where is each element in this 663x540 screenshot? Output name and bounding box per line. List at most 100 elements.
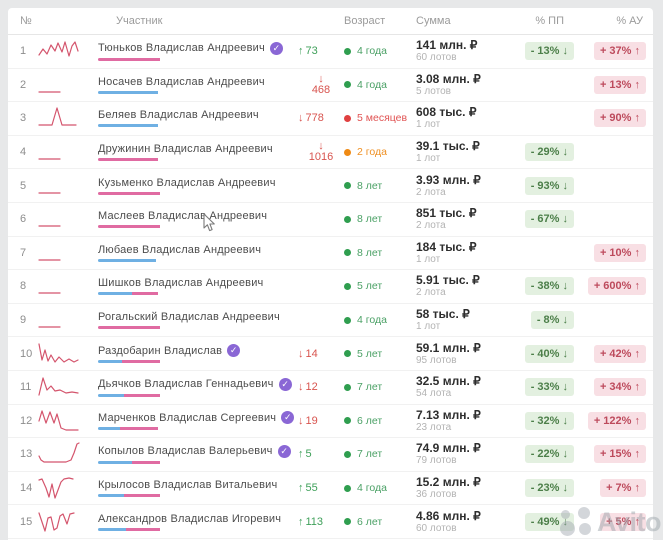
- table-row[interactable]: 9 Рогальский Владислав Андреевич 4 года …: [8, 304, 653, 338]
- au-cell: + 37% ↑: [574, 42, 653, 61]
- age-status-dot-icon: [344, 249, 351, 257]
- table-row[interactable]: 15 Александров Владислав Игоревич ↑ 113 …: [8, 505, 653, 539]
- table-row[interactable]: 8 Шишков Владислав Андреевич 5 лет 5.91 …: [8, 270, 653, 304]
- age-label: 6 лет: [357, 515, 383, 528]
- participant-cell: Раздобарин Владислав ✓: [98, 344, 298, 364]
- rank-change-value: 55: [305, 482, 318, 495]
- participant-cell: Беляев Владислав Андреевич: [98, 109, 298, 128]
- participant-name[interactable]: Маслеев Владислав Андреевич: [98, 210, 268, 223]
- rank-change-arrow-icon: ↓: [298, 414, 304, 427]
- participant-name[interactable]: Дружинин Владислав Андреевич: [98, 143, 273, 156]
- ratio-bar-pink-segment: [132, 460, 160, 464]
- sum-value: 7.13 млн. ₽: [416, 407, 481, 422]
- table-row[interactable]: 2 Носачев Владислав Андреевич ↓ 468 4 го…: [8, 69, 653, 103]
- table-row[interactable]: 13 Копылов Владислав Валерьевич ✓ ↑ 5 7 …: [8, 438, 653, 472]
- sum-value: 4.86 млн. ₽: [416, 508, 481, 523]
- participant-name[interactable]: Крылосов Владислав Витальевич: [98, 479, 278, 492]
- gender-ratio-bar: [98, 225, 298, 229]
- rank-change-arrow-icon: ↓: [318, 72, 324, 85]
- participant-name[interactable]: Любаев Владислав Андреевич: [98, 243, 262, 256]
- table-row[interactable]: 10 Раздобарин Владислав ✓ ↓ 14 5 лет 59: [8, 337, 653, 371]
- participant-name[interactable]: Раздобарин Владислав: [98, 344, 223, 357]
- sum-value: 141 млн. ₽: [416, 38, 478, 53]
- gender-ratio-bar: [98, 460, 298, 464]
- pp-cell: - 8% ↓: [512, 311, 574, 330]
- verified-badge-icon: ✓: [281, 411, 295, 425]
- account-age: 6 лет: [344, 415, 416, 427]
- lots-count: 60 лотов: [416, 52, 457, 64]
- participant-name[interactable]: Носачев Владислав Андреевич: [98, 75, 265, 88]
- pp-badge: - 33% ↓: [524, 378, 574, 397]
- rank-change: ↑ 5: [298, 448, 344, 460]
- lots-count: 36 лотов: [416, 489, 457, 501]
- au-cell: + 34% ↑: [574, 378, 653, 397]
- verified-badge-icon: ✓: [269, 41, 283, 55]
- participant-cell: Маслеев Владислав Андреевич: [98, 210, 298, 229]
- rank-change-value: 113: [305, 515, 324, 528]
- table-row[interactable]: 5 Кузьменко Владислав Андреевич 8 лет 3.…: [8, 169, 653, 203]
- age-label: 4 года: [357, 482, 387, 495]
- participant-name[interactable]: Беляев Владислав Андреевич: [98, 109, 259, 122]
- participant-name[interactable]: Марченков Владислав Сергеевич: [98, 411, 277, 424]
- gender-ratio-bar: [98, 90, 298, 94]
- table-row[interactable]: 6 Маслеев Владислав Андреевич 8 лет 851 …: [8, 203, 653, 237]
- participant-name[interactable]: Тюньков Владислав Андреевич: [98, 42, 265, 55]
- lots-count: 1 лот: [416, 153, 441, 165]
- table-row[interactable]: 11 Дьячков Владислав Геннадьевич ✓ ↓ 12 …: [8, 371, 653, 405]
- participant-name[interactable]: Копылов Владислав Валерьевич: [98, 445, 273, 458]
- age-status-dot-icon: [344, 350, 351, 358]
- age-label: 2 года: [357, 146, 387, 159]
- pp-badge: - 32% ↓: [524, 411, 574, 430]
- participant-name[interactable]: Рогальский Владислав Андреевич: [98, 311, 280, 324]
- participant-name[interactable]: Александров Владислав Игоревич: [98, 512, 282, 525]
- sum-value: 32.5 млн. ₽: [416, 374, 481, 389]
- sum-value: 5.91 тыс. ₽: [416, 273, 480, 288]
- sum-cell: 184 тыс. ₽ 1 лот: [416, 240, 512, 266]
- pp-cell: - 49% ↓: [512, 512, 574, 531]
- table-row[interactable]: 4 Дружинин Владислав Андреевич ↓ 1016 2 …: [8, 136, 653, 170]
- sum-cell: 851 тыс. ₽ 2 лота: [416, 206, 512, 232]
- ratio-bar-pink-segment: [126, 527, 160, 531]
- col-header-au: % АУ: [616, 15, 643, 27]
- age-label: 5 лет: [357, 280, 383, 293]
- verified-badge-icon: ✓: [227, 344, 241, 358]
- participant-cell: Александров Владислав Игоревич: [98, 513, 298, 531]
- rank-change: ↓ 778: [298, 112, 344, 124]
- lots-count: 1 лот: [416, 321, 441, 333]
- participant-cell: Носачев Владислав Андреевич: [98, 76, 298, 94]
- participant-name[interactable]: Дьячков Владислав Геннадьевич: [98, 378, 274, 391]
- age-status-dot-icon: [344, 282, 351, 290]
- table-row[interactable]: 7 Любаев Владислав Андреевич 8 лет 184 т…: [8, 237, 653, 271]
- mouse-cursor-icon: [203, 213, 215, 232]
- participant-cell: Дьячков Владислав Геннадьевич ✓: [98, 377, 298, 397]
- trend-sparkline: [38, 408, 98, 434]
- account-age: 5 месяцев: [344, 112, 416, 124]
- rank-change-arrow-icon: ↑: [298, 482, 304, 495]
- table-row[interactable]: 3 Беляев Владислав Андреевич ↓ 778 5 мес…: [8, 102, 653, 136]
- ratio-bar-blue-segment: [98, 258, 156, 262]
- table-body: 1 Тюньков Владислав Андреевич ✓ ↑ 73 4 г…: [8, 35, 653, 539]
- table-row[interactable]: 14 Крылосов Владислав Витальевич ↑ 55 4 …: [8, 472, 653, 506]
- age-label: 8 лет: [357, 213, 383, 226]
- rank-change-value: 778: [305, 112, 324, 125]
- au-badge: + 34% ↑: [593, 378, 646, 397]
- trend-sparkline: [38, 341, 98, 367]
- participant-name[interactable]: Шишков Владислав Андреевич: [98, 277, 264, 290]
- ratio-bar-pink-segment: [98, 57, 160, 61]
- verified-badge-icon: ✓: [277, 444, 291, 458]
- table-row[interactable]: 1 Тюньков Владислав Андреевич ✓ ↑ 73 4 г…: [8, 35, 653, 69]
- au-badge: + 37% ↑: [593, 42, 646, 61]
- trend-sparkline: [38, 38, 98, 64]
- pp-cell: - 67% ↓: [512, 210, 574, 229]
- table-row[interactable]: 12 Марченков Владислав Сергеевич ✓ ↓ 19 …: [8, 405, 653, 439]
- rank-change-arrow-icon: ↑: [298, 448, 304, 461]
- au-cell: + 90% ↑: [574, 109, 653, 128]
- pp-badge: - 8% ↓: [530, 311, 574, 330]
- pp-badge: - 93% ↓: [524, 176, 574, 195]
- participant-name[interactable]: Кузьменко Владислав Андреевич: [98, 176, 276, 189]
- sum-value: 184 тыс. ₽: [416, 239, 477, 254]
- pp-badge: - 29% ↓: [524, 143, 574, 162]
- ratio-bar-blue-segment: [98, 393, 124, 397]
- rank-change: ↓ 12: [298, 381, 344, 393]
- col-header-pp: % ПП: [535, 15, 564, 27]
